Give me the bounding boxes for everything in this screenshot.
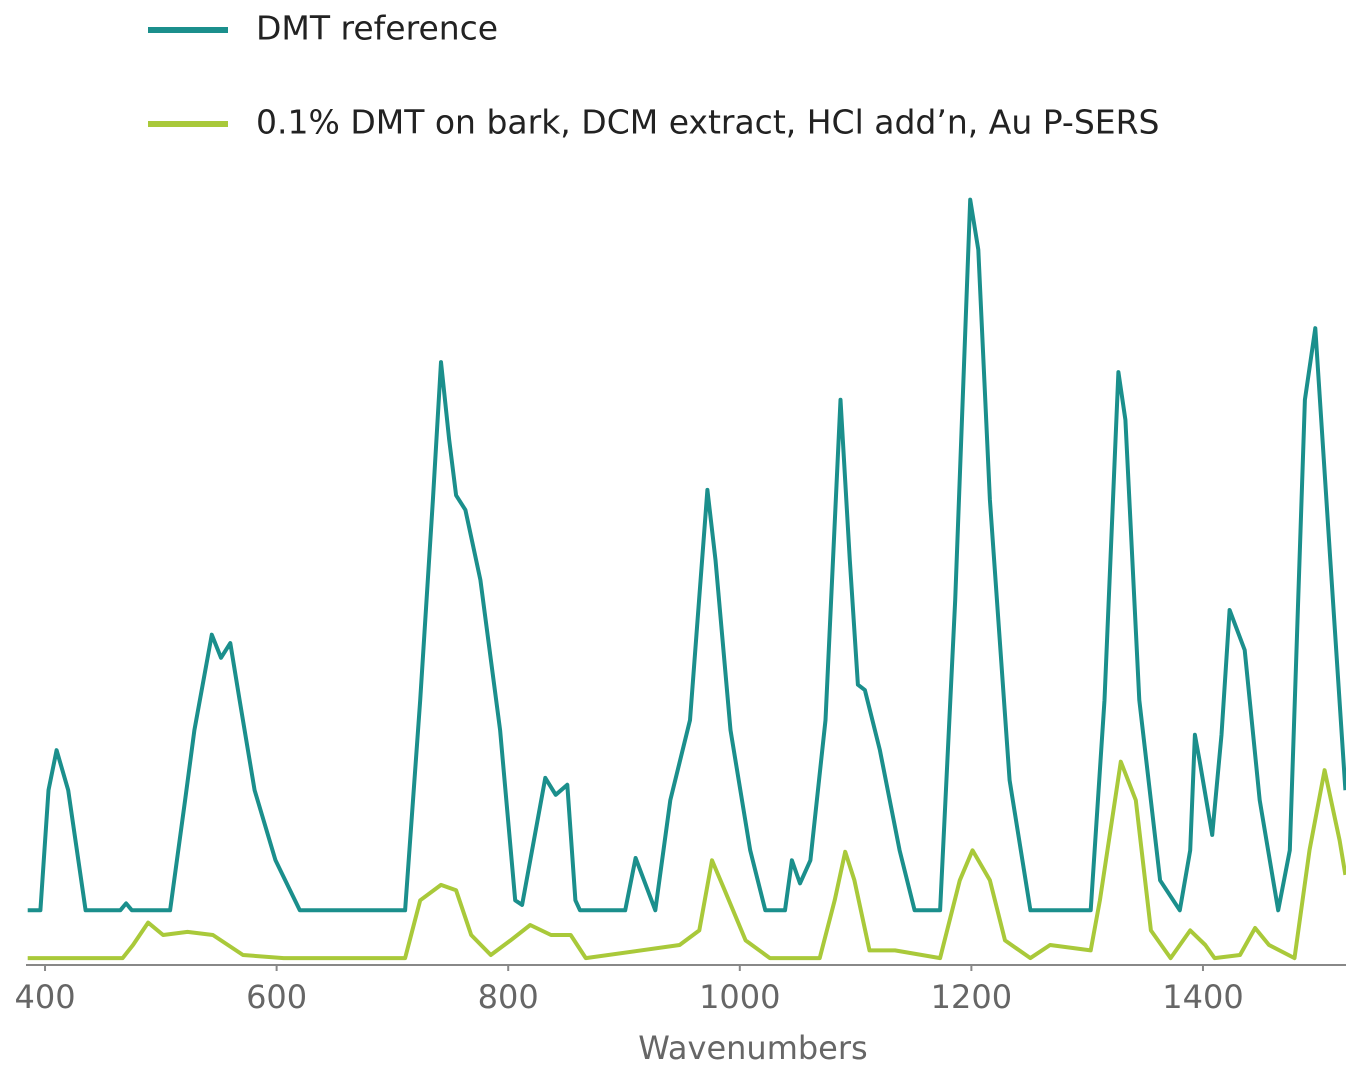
legend-label: 0.1% DMT on bark, DCM extract, HCl add’n… <box>256 103 1160 142</box>
x-tick-label: 800 <box>478 978 539 1016</box>
x-tick-label: 1000 <box>699 978 780 1016</box>
x-tick-label: 400 <box>14 978 75 1016</box>
series-line <box>27 759 1346 961</box>
series-line <box>27 197 1346 913</box>
x-tick-label: 1200 <box>931 978 1012 1016</box>
x-tick-label: 1400 <box>1162 978 1243 1016</box>
x-tick-label: 600 <box>246 978 307 1016</box>
legend-label: DMT reference <box>256 9 498 48</box>
x-axis-title: Wavenumbers <box>638 1029 867 1067</box>
